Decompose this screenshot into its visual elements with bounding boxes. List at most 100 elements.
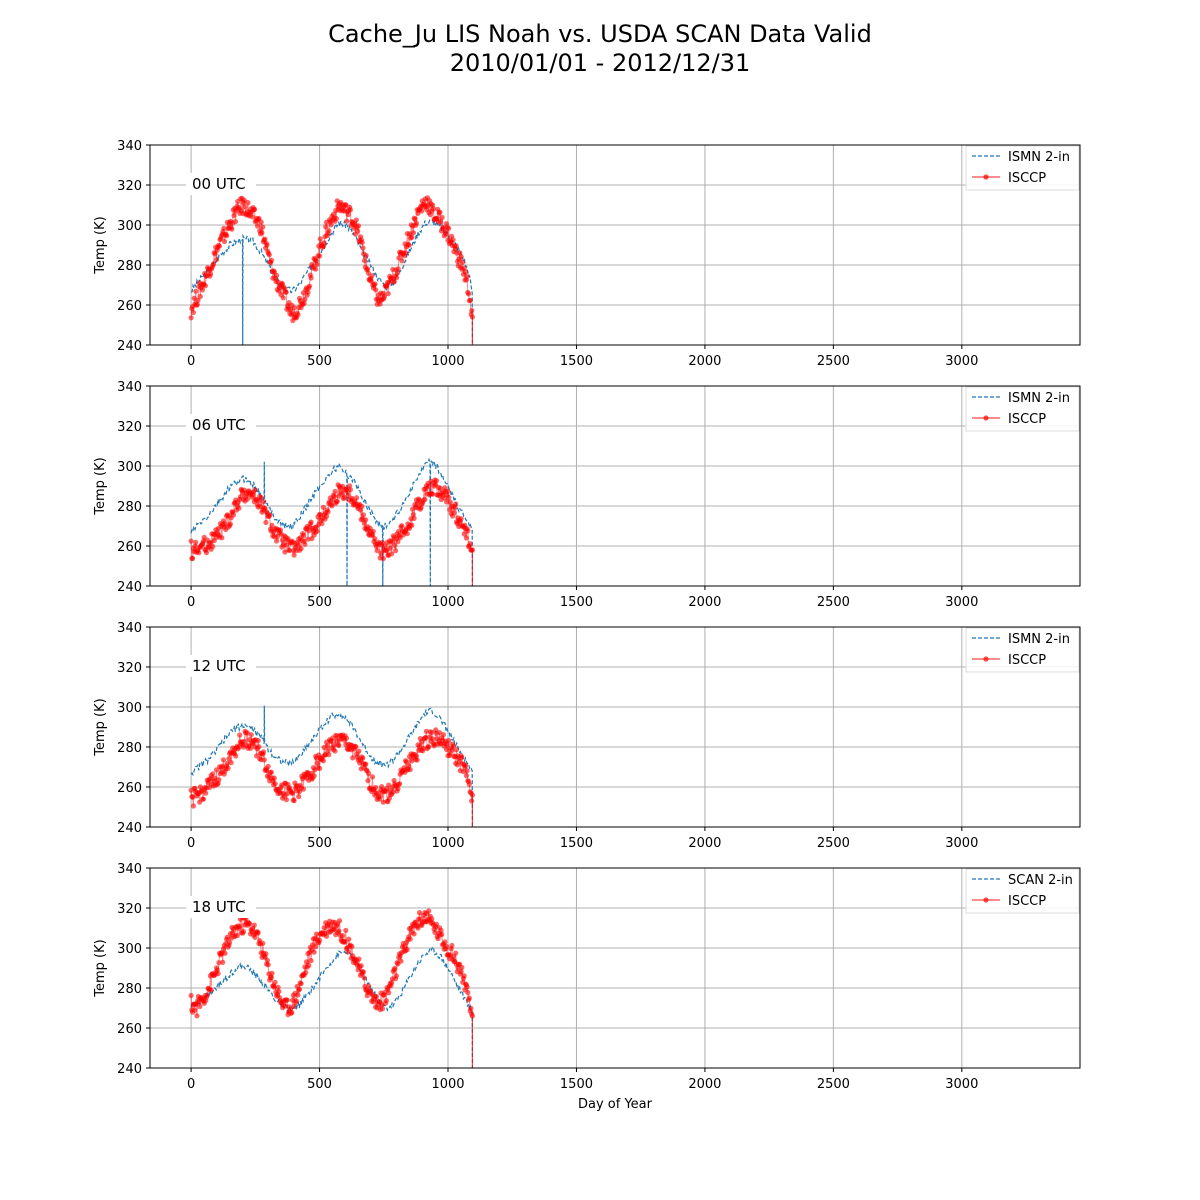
data-point <box>277 527 283 533</box>
data-point <box>391 279 397 285</box>
legend-entry-0: ISMN 2-in <box>1008 632 1070 647</box>
data-point <box>317 236 323 242</box>
data-point <box>409 522 415 529</box>
y-tick-label: 280 <box>117 259 142 274</box>
series-line-0 <box>190 218 473 345</box>
data-point <box>194 302 200 308</box>
data-point <box>282 549 288 555</box>
y-tick-label: 320 <box>117 902 142 917</box>
data-point <box>298 981 304 987</box>
data-point <box>227 521 233 527</box>
data-point <box>272 781 278 787</box>
data-point <box>313 931 320 937</box>
panel-label-background <box>186 896 256 918</box>
x-tick-label: 1000 <box>431 595 464 610</box>
data-point <box>469 798 475 804</box>
data-point <box>271 984 277 990</box>
data-point <box>392 542 398 549</box>
y-tick-label: 300 <box>117 219 142 234</box>
data-point <box>363 761 369 767</box>
data-point <box>458 516 464 522</box>
data-point <box>308 519 314 525</box>
data-point <box>438 927 444 934</box>
data-point <box>356 748 362 754</box>
series-line-0 <box>190 705 473 827</box>
data-point <box>221 238 228 245</box>
data-point <box>386 280 392 286</box>
data-point <box>395 266 401 272</box>
data-point <box>303 970 309 976</box>
data-point <box>356 956 362 962</box>
data-point <box>340 933 346 939</box>
data-point <box>306 962 312 969</box>
data-point <box>224 760 230 766</box>
data-point <box>436 730 443 736</box>
x-tick-label: 3000 <box>945 595 978 610</box>
plot-area <box>188 195 475 345</box>
data-point <box>458 254 464 260</box>
legend-entry-1: ISCCP <box>1008 653 1046 668</box>
y-tick-label: 280 <box>117 982 142 997</box>
data-point <box>265 763 271 770</box>
legend-marker-1 <box>983 897 989 903</box>
data-point <box>308 275 314 281</box>
data-point <box>230 512 237 518</box>
data-point <box>430 491 436 497</box>
data-point <box>220 959 226 966</box>
data-point <box>305 536 311 542</box>
data-point <box>260 940 266 946</box>
data-point <box>212 251 218 257</box>
data-point <box>266 252 272 258</box>
data-point <box>372 536 378 542</box>
y-tick-label: 280 <box>117 500 142 515</box>
data-point <box>426 483 432 489</box>
subplot-2: 0 500 1000 1500 2000 2500 3000 240 260 280 300 320 3… <box>93 621 1081 851</box>
x-tick-label: 0 <box>187 354 195 369</box>
x-axis-label: Day of Year <box>578 1097 653 1112</box>
data-point <box>242 204 248 210</box>
data-point <box>349 943 355 950</box>
data-point <box>296 794 302 800</box>
data-point <box>450 237 456 243</box>
legend-marker-1 <box>983 415 989 421</box>
data-point <box>385 291 391 297</box>
data-point <box>361 975 367 981</box>
data-point <box>264 242 270 248</box>
data-point <box>460 259 466 265</box>
y-axis-label: Temp (K) <box>93 457 108 515</box>
data-point <box>265 962 271 968</box>
data-point <box>333 215 339 222</box>
data-point <box>355 223 362 229</box>
axes-frame <box>149 626 1081 828</box>
data-point <box>268 974 274 981</box>
data-point <box>407 936 413 942</box>
data-point <box>190 309 196 316</box>
data-point <box>328 222 334 228</box>
data-point <box>224 233 230 239</box>
data-point <box>267 512 273 518</box>
data-point <box>467 297 473 303</box>
data-point <box>258 219 264 225</box>
data-point <box>326 752 332 758</box>
data-point <box>374 548 380 554</box>
data-point <box>190 555 196 562</box>
data-point <box>461 531 467 537</box>
data-point <box>387 545 393 552</box>
data-point <box>302 541 308 547</box>
data-point <box>395 539 401 545</box>
data-point <box>319 520 325 527</box>
data-point <box>216 777 222 783</box>
data-point <box>433 921 440 928</box>
data-point <box>359 239 365 246</box>
data-point <box>336 928 342 934</box>
data-point <box>314 528 320 534</box>
x-tick-label: 2000 <box>688 1077 721 1092</box>
data-point <box>216 243 222 249</box>
data-point <box>244 496 250 502</box>
data-point <box>372 281 378 287</box>
data-point <box>466 291 472 297</box>
data-point <box>252 934 258 941</box>
y-tick-label: 300 <box>117 460 142 475</box>
data-point <box>453 747 460 753</box>
